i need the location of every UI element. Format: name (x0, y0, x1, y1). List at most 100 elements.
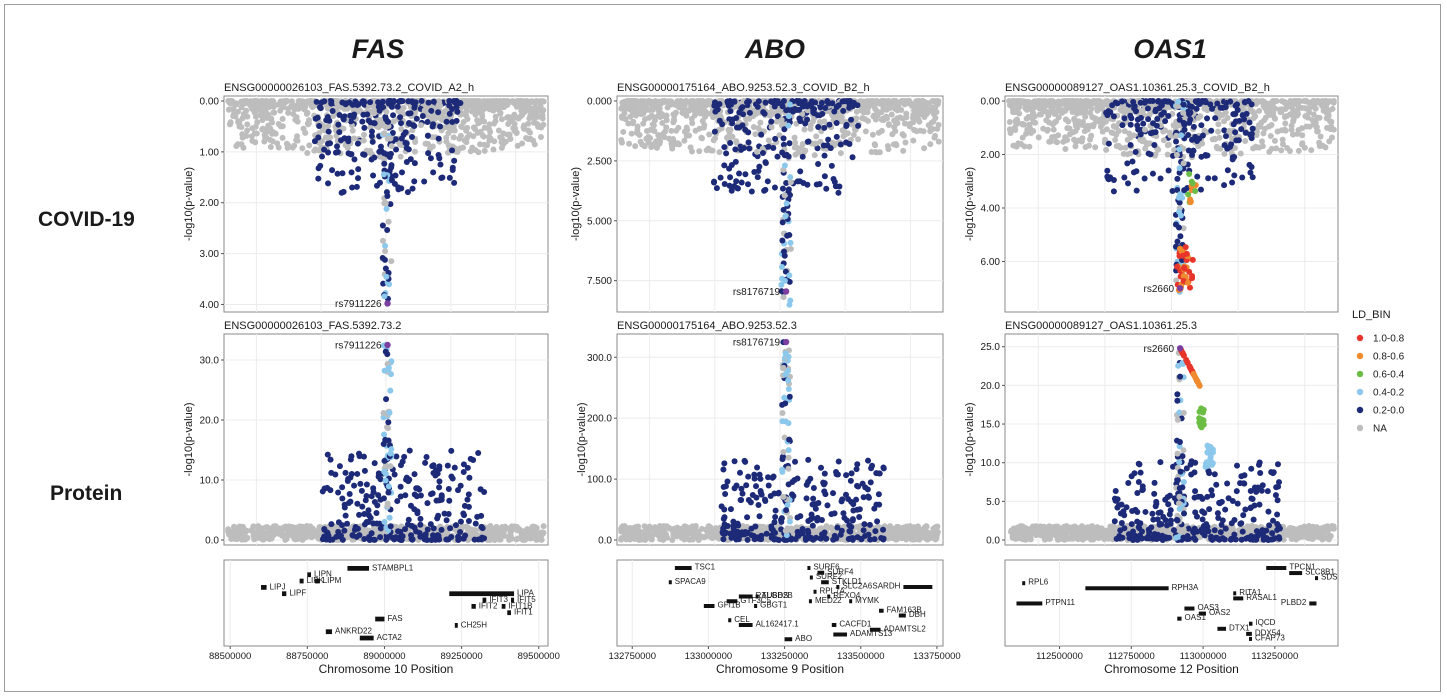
data-point (1221, 127, 1228, 134)
data-point (1267, 133, 1274, 140)
data-point (1175, 98, 1182, 105)
data-point (709, 147, 716, 154)
data-point (430, 98, 437, 105)
data-point (731, 98, 738, 105)
data-point (499, 98, 506, 105)
data-point (910, 137, 917, 144)
data-point (495, 106, 502, 113)
data-point (322, 134, 329, 141)
y-tick-label: 5.000 (587, 216, 612, 227)
data-point (350, 532, 357, 539)
lead-snp-point (384, 341, 391, 349)
data-point (522, 98, 529, 105)
data-point (398, 120, 405, 127)
data-point (411, 148, 418, 155)
data-point (619, 103, 626, 110)
data-point (901, 120, 908, 127)
data-point (819, 110, 826, 117)
data-point (336, 463, 343, 470)
data-point (249, 125, 256, 132)
data-point (1140, 120, 1147, 127)
data-point (347, 112, 354, 119)
data-point (471, 100, 478, 107)
data-point (1279, 136, 1286, 143)
data-point (640, 120, 647, 127)
data-point (334, 143, 341, 150)
data-point (439, 112, 446, 119)
data-point (314, 114, 321, 121)
data-point (448, 534, 455, 541)
data-point (394, 103, 401, 110)
data-point (885, 122, 892, 129)
data-point (668, 127, 675, 134)
data-point (770, 145, 777, 152)
data-point (1133, 187, 1140, 194)
data-point (369, 128, 376, 135)
data-point (1299, 104, 1306, 111)
data-point (771, 103, 778, 110)
data-point (371, 498, 378, 505)
data-point (897, 114, 904, 121)
data-point (669, 143, 676, 150)
data-point (411, 506, 418, 513)
data-point (249, 137, 256, 144)
data-point (313, 98, 320, 105)
data-point (360, 453, 367, 460)
data-point (1324, 124, 1331, 131)
data-point (855, 122, 862, 129)
data-point (431, 115, 438, 122)
y-tick-label: 0.00 (981, 97, 1001, 108)
data-point (1074, 124, 1081, 131)
data-point (305, 117, 312, 124)
data-point (1278, 147, 1285, 154)
data-point (342, 512, 349, 519)
data-point (465, 503, 472, 510)
data-point (1189, 103, 1196, 110)
data-point (1107, 174, 1114, 181)
data-point (493, 523, 500, 530)
column-title-oas1: OAS1 (1133, 34, 1207, 64)
data-point (492, 113, 499, 120)
data-point (502, 524, 509, 531)
data-point (270, 109, 277, 116)
data-point (1290, 118, 1297, 125)
data-point (351, 482, 358, 489)
data-point (452, 522, 459, 529)
data-point (344, 520, 351, 527)
data-point (822, 105, 829, 112)
data-point (843, 139, 850, 146)
data-point (367, 514, 374, 521)
data-point (1113, 131, 1120, 138)
data-point (388, 143, 395, 150)
data-point (821, 152, 828, 159)
data-point (363, 481, 370, 488)
data-point (681, 102, 688, 109)
data-point (833, 133, 840, 140)
data-point (1152, 129, 1159, 136)
data-point (1246, 119, 1253, 126)
data-point (329, 167, 336, 174)
data-point (1282, 120, 1289, 127)
data-point (1138, 107, 1145, 114)
data-point (227, 119, 234, 126)
data-point (1150, 120, 1157, 127)
data-point (290, 110, 297, 117)
data-point (351, 156, 358, 163)
data-point (423, 454, 430, 461)
data-point (932, 98, 939, 105)
data-point (1067, 104, 1074, 111)
panel-title: ENSG00000026103_FAS.5392.73.2_COVID_A2_h (224, 82, 474, 94)
data-point (918, 103, 925, 110)
data-point (626, 140, 633, 147)
data-point (1048, 105, 1055, 112)
data-point (398, 98, 405, 105)
data-point (461, 512, 468, 519)
y-tick-label: 10.0 (200, 476, 220, 487)
data-point (529, 107, 536, 114)
data-point (265, 101, 272, 108)
data-point (1127, 121, 1134, 128)
data-point (618, 137, 625, 144)
data-point (804, 181, 811, 188)
data-point (386, 151, 393, 158)
data-point (791, 144, 798, 151)
